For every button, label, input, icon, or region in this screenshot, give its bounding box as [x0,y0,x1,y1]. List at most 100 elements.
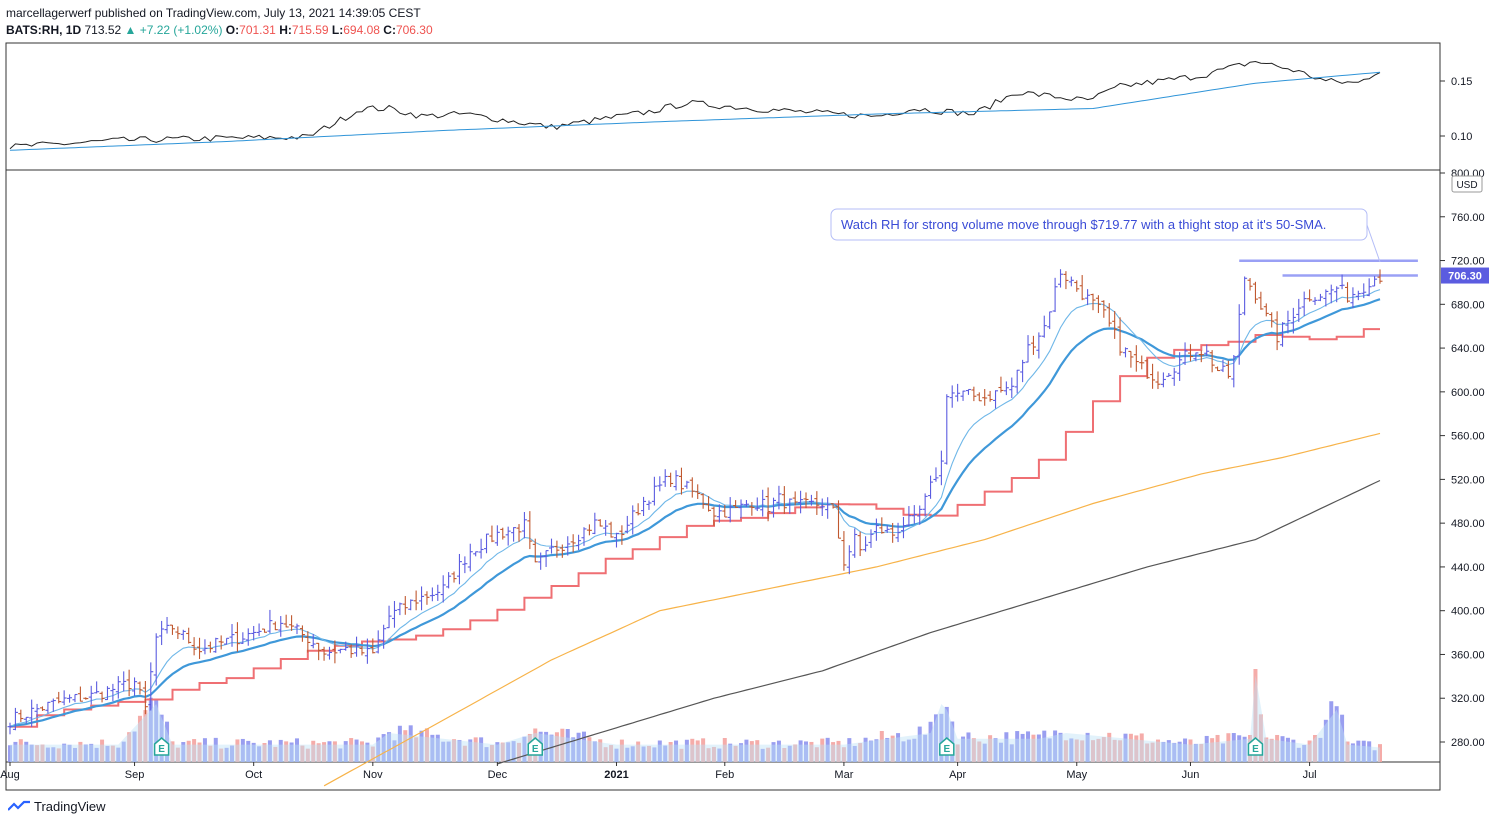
volume-bar [446,741,451,762]
volume-bar [858,743,863,762]
price-pane-frame [5,169,1441,791]
price-bar [835,500,841,539]
price-bar [1085,289,1091,306]
price-bar [294,623,300,635]
price-bar [446,572,452,589]
volume-bar [202,738,207,762]
price-bar [689,477,695,498]
price-bar [792,491,798,506]
volume-bar [18,739,23,762]
volume-bar [906,739,911,762]
price-bar [646,500,652,510]
earnings-marker[interactable]: E [527,737,544,756]
price-bar [846,545,852,575]
price-bar [1079,275,1085,301]
price-bar [381,624,387,649]
volume-bar [728,743,733,762]
volume-bar [690,738,695,762]
volume-bar [760,748,765,762]
earnings-marker[interactable]: E [1247,737,1264,756]
price-bar [240,632,246,645]
volume-bar [403,730,408,762]
volume-average-area [10,675,1380,762]
price-bar [1339,274,1345,290]
price-bar [1025,335,1031,363]
volume-bar [961,736,966,762]
price-bar [1095,295,1101,314]
price-bar [857,531,863,557]
price-bar [343,641,349,651]
time-tick-label: May [1066,769,1087,781]
volume-bar [798,740,803,762]
earnings-marker[interactable]: E [939,737,955,756]
volume-bar [365,742,370,762]
price-bar [424,591,430,605]
price-bar [1204,344,1210,357]
price-bar [218,635,224,650]
price-bar [781,486,787,514]
volume-bar [132,731,137,762]
price-bar [668,472,674,487]
price-bar [873,518,879,541]
volume-bar [121,741,126,762]
price-bar [1296,298,1302,322]
price-bar [29,699,35,727]
price-bar [1323,289,1329,307]
volume-bar [581,731,586,762]
volume-bar [40,744,45,762]
price-bar [126,669,132,697]
price-bar [245,628,251,646]
ohlc-open: O:701.31 [225,23,276,37]
volume-bar [300,745,305,762]
price-bar [581,527,587,546]
earnings-marker-label: E [158,744,165,755]
volume-bar [1188,739,1193,762]
price-bar [1155,371,1161,390]
volume-bar [110,745,115,762]
price-bar [1041,315,1047,338]
price-bar [326,646,332,660]
price-bar [516,524,522,542]
earnings-marker[interactable]: E [153,737,170,756]
price-bar [906,506,912,527]
volume-bar [489,745,494,762]
price-bar [630,505,636,535]
price-bar [1345,282,1351,303]
price-bar [175,626,181,640]
price-bar [202,639,208,655]
price-bar [234,622,240,652]
time-tick-label: Feb [715,769,734,781]
publisher-line: marcellagerwerf published on TradingView… [6,6,421,20]
price-bar [159,620,165,646]
currency-badge[interactable] [1451,175,1483,193]
price-bar [148,662,154,711]
annotation-callout[interactable] [830,208,1368,241]
volume-bar [1258,714,1263,762]
volume-bar [1015,731,1020,762]
volume-bar [67,744,72,762]
price-bar [1101,300,1107,318]
volume-bar [230,745,235,762]
volume-bar [89,743,94,762]
price-bar [1350,287,1356,309]
volume-bar [646,745,651,762]
price-bar [1263,303,1269,317]
price-bar [337,648,343,654]
volume-bar [1047,738,1052,762]
price-bar [256,623,262,637]
volume-bar [695,740,700,762]
price-bar [743,500,749,508]
price-bar [1106,303,1112,327]
volume-bar [1372,750,1377,762]
annotations: Watch RH for strong volume move through … [830,208,1381,263]
price-bar [803,492,809,509]
time-tick-label: 2021 [604,769,628,781]
price-bar [1372,276,1378,287]
price-bar [825,497,831,519]
volume-bar [284,741,289,762]
symbol-name[interactable]: BATS:RH, 1D [6,23,82,37]
price-bar [1052,277,1058,313]
volume-bar [452,739,457,762]
price-bar [982,389,988,406]
